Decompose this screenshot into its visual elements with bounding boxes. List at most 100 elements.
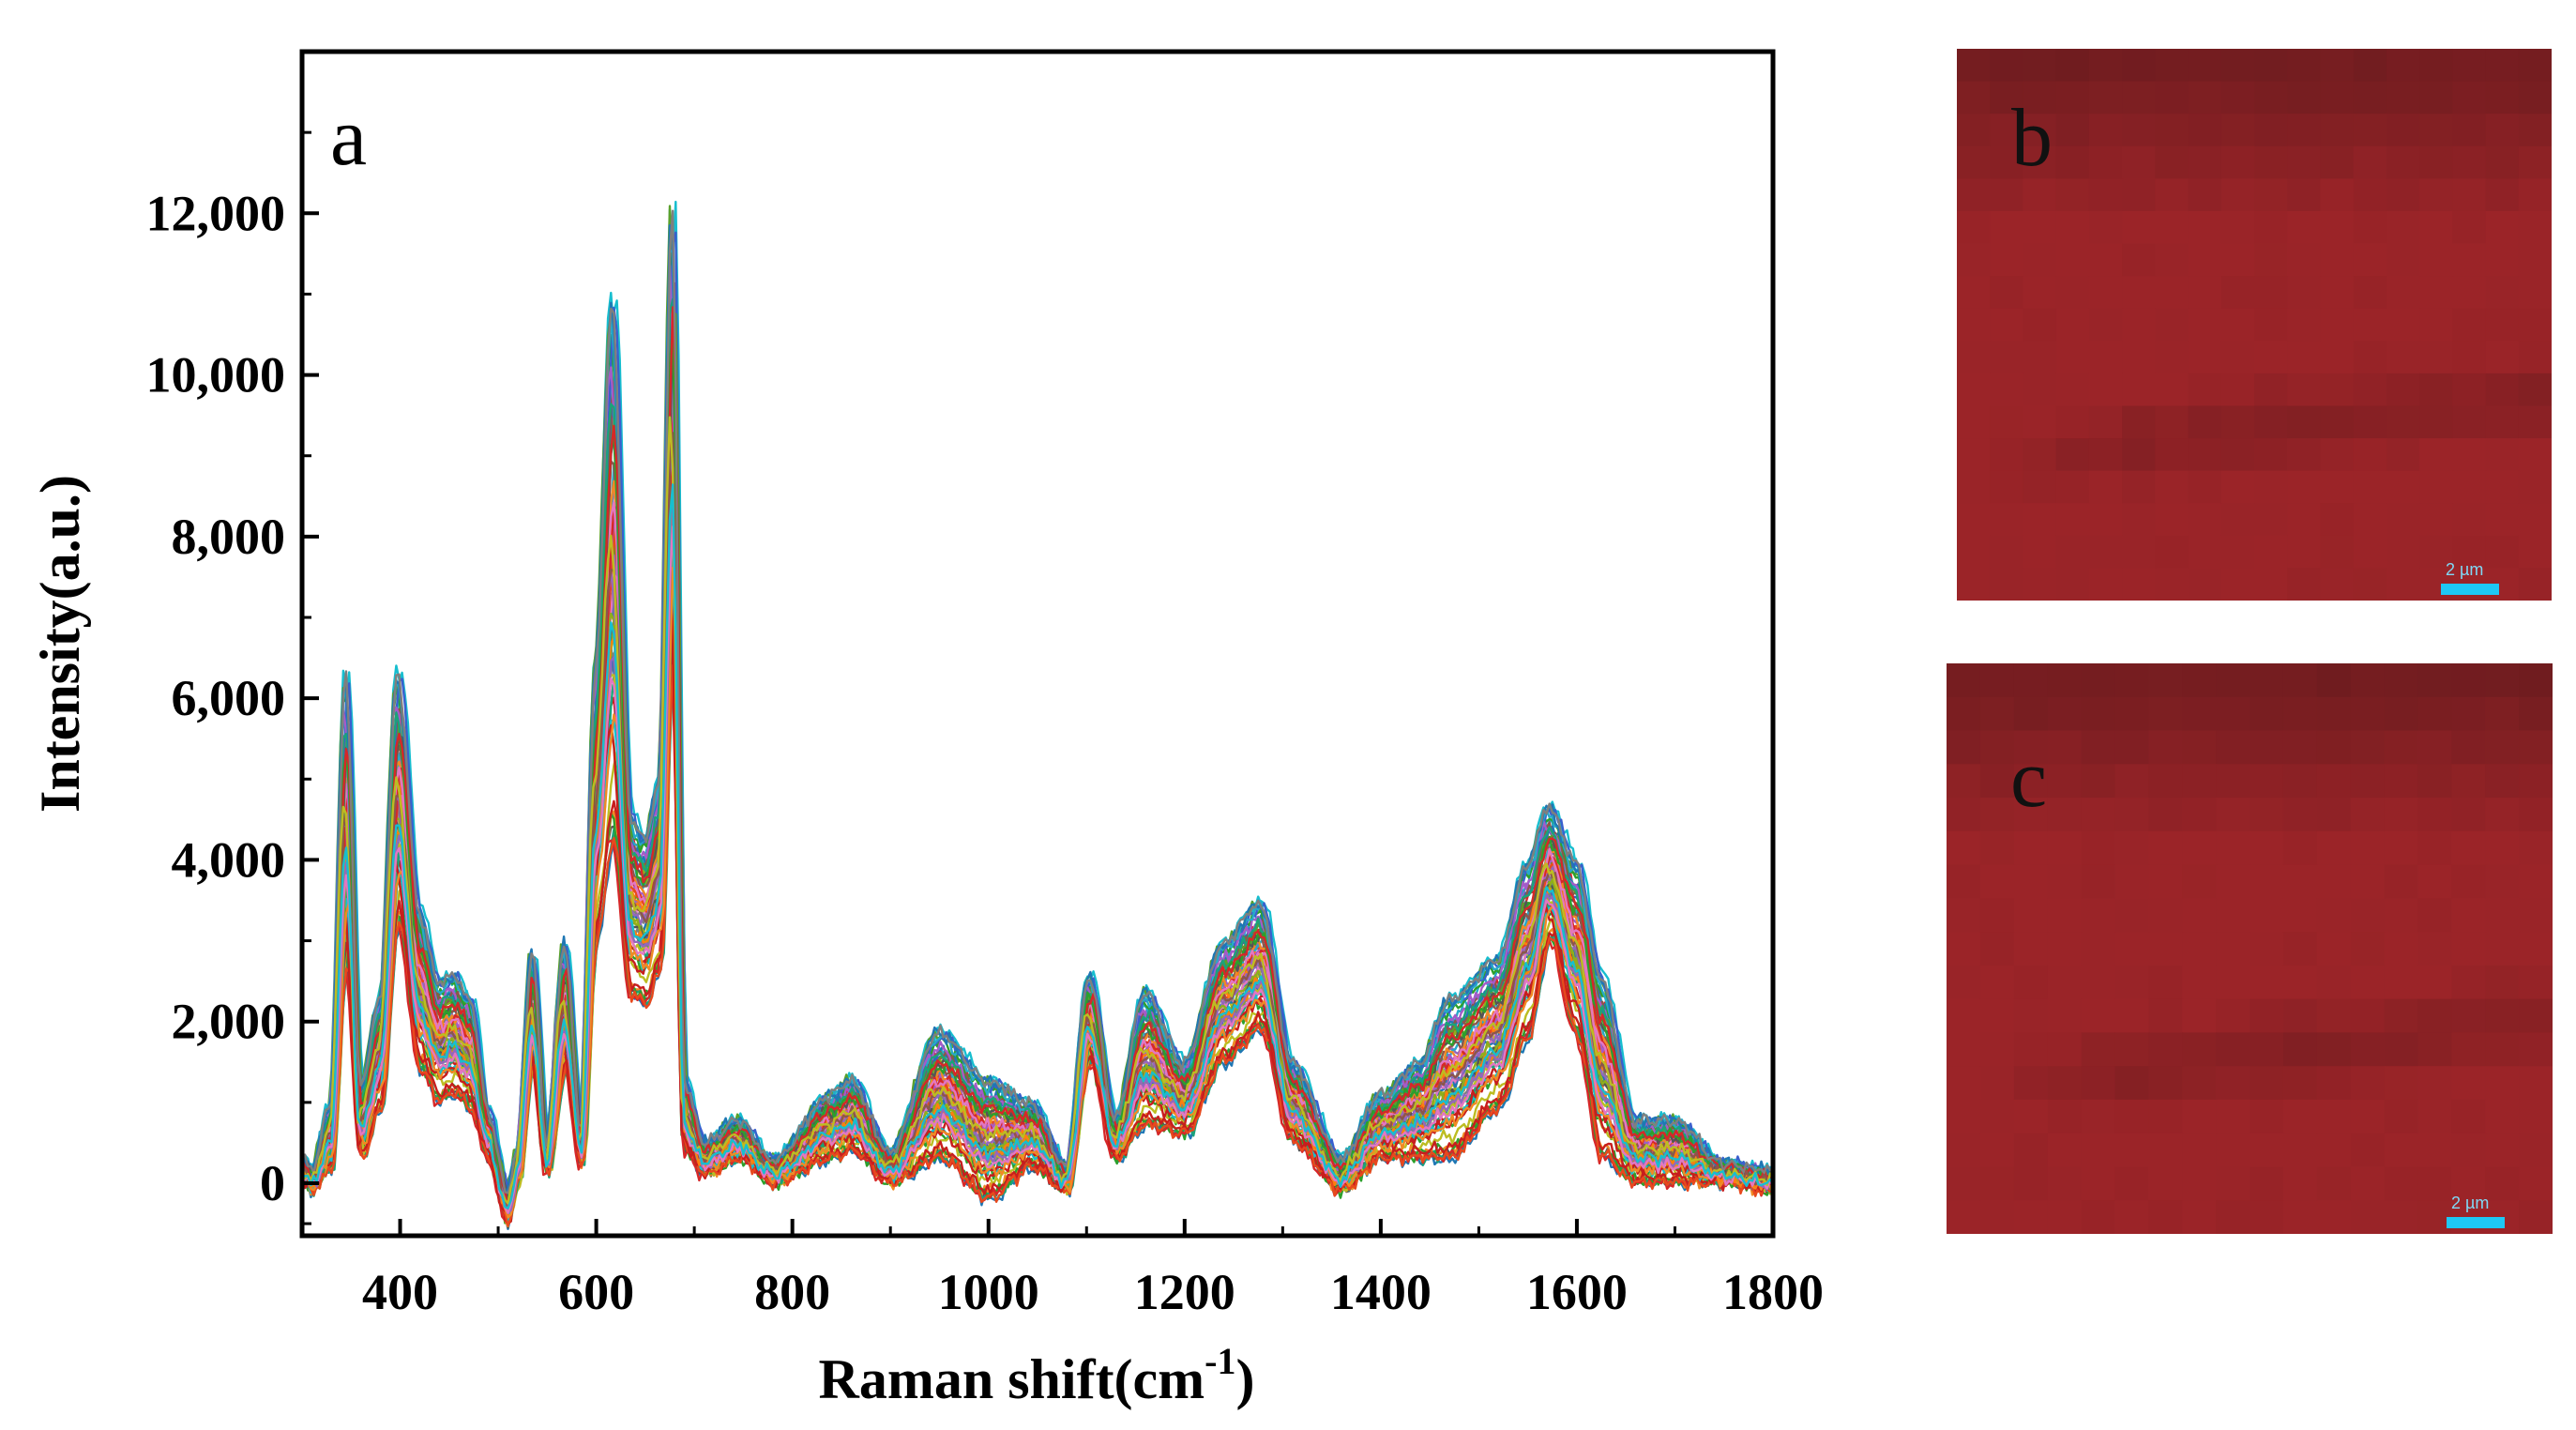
map-pixel [2188,503,2222,537]
map-pixel [2250,1200,2284,1234]
map-pixel [2088,49,2124,83]
map-pixel [2485,830,2521,866]
map-pixel [2122,568,2157,601]
map-pixel [2013,1166,2049,1202]
map-pixel [2047,730,2083,766]
map-pixel [2220,178,2255,212]
map-pixel [2485,932,2521,966]
map-pixel [2182,898,2218,934]
map-pixel [2155,49,2190,83]
map-pixel [2013,730,2049,766]
map-pixel [2316,730,2352,766]
map-pixel [2023,373,2057,407]
spectrum-line [302,663,1773,1227]
map-pixel [2485,663,2521,698]
map-pixel [2452,438,2487,472]
map-pixel [2155,373,2190,407]
map-pixel [1947,1133,1981,1168]
y-tick-label: 10,000 [146,347,286,403]
map-pixel [2353,308,2387,342]
map-pixel [2250,1099,2284,1134]
map-pixel [2081,1166,2116,1202]
map-pixel [2353,145,2387,180]
map-pixel [2047,1200,2083,1234]
map-pixel [2250,663,2284,698]
map-pixel [2353,373,2387,407]
map-pixel [1990,49,2024,83]
map-pixel [2122,178,2157,212]
map-pixel [2220,341,2255,374]
map-pixel [2155,470,2190,505]
map-pixel [1979,864,2015,900]
map-pixel [2417,798,2453,832]
map-pixel [2254,276,2289,310]
map-pixel [2148,1066,2184,1101]
map-pixel [2148,730,2184,766]
map-pixel [2182,696,2218,732]
map-pixel [2023,145,2057,180]
map-pixel [1947,1166,1981,1202]
map-pixel [2114,932,2150,966]
map-pixel [2216,1200,2250,1234]
map-pixel [2047,898,2083,934]
map-pixel [2316,898,2352,934]
map-pixel [2519,764,2553,799]
map-pixel [2282,998,2318,1034]
map-pixel [2519,1166,2553,1202]
map-pixel [2114,864,2150,900]
map-pixel [1957,243,1992,278]
map-pixel [2081,1066,2116,1101]
map-pixel [2155,243,2190,278]
map-pixel [2220,568,2255,601]
map-pixel [1990,470,2024,505]
map-pixel [2188,438,2222,472]
map-pixel [2114,898,2150,934]
map-pixel [2182,1200,2218,1234]
map-pixel [2220,243,2255,278]
map-pixel [2220,503,2255,537]
map-pixel [2451,663,2487,698]
map-pixel [2188,470,2222,505]
map-pixel [2220,145,2255,180]
map-pixel [2519,1099,2553,1134]
map-pixel [2287,503,2322,537]
map-pixel [2254,341,2289,374]
map-pixel [2417,1099,2453,1134]
map-pixel [2384,696,2419,732]
map-pixel [1957,503,1992,537]
map-pixel [2320,81,2355,115]
map-pixel [2023,503,2057,537]
map-pixel [2287,243,2322,278]
map-pixel [2055,114,2090,147]
map-pixel [2452,535,2487,570]
map-pixel [2350,696,2386,732]
map-pixel [2353,470,2387,505]
map-pixel [2055,341,2090,374]
map-pixel [1990,114,2024,147]
map-pixel [1947,663,1981,698]
map-pixel [2148,696,2184,732]
map-pixel [1947,696,1981,732]
map-pixel [2452,243,2487,278]
map-pixel [2518,535,2552,570]
map-pixel [2220,438,2255,472]
map-pixel [2519,1066,2553,1101]
map-pixel [2282,696,2318,732]
map-pixel [2148,798,2184,832]
map-pixel [1979,1099,2015,1134]
map-pixel [2519,1200,2553,1234]
map-pixel [2353,568,2387,601]
map-pixel [2155,503,2190,537]
map-pixel [2350,898,2386,934]
map-pixel [2353,210,2387,245]
map-pixel [2485,864,2521,900]
map-pixel [2419,210,2454,245]
map-pixel [2182,1166,2218,1202]
map-pixel [2386,276,2421,310]
map-pixel [1979,998,2015,1034]
map-pixel [2216,1166,2250,1202]
map-pixel [2320,276,2355,310]
raman-map-b: b 2 µm [1957,49,2552,601]
map-pixel [2047,1099,2083,1134]
map-pixel [2023,470,2057,505]
